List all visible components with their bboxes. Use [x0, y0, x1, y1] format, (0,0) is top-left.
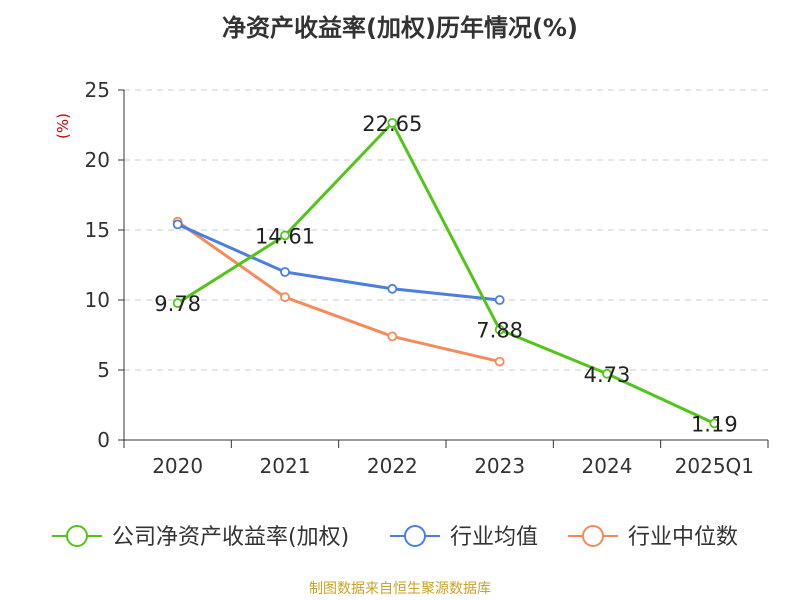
data-label: 7.88: [476, 319, 523, 343]
data-point-0: [387, 118, 398, 128]
x-tick-label: 2023: [474, 454, 525, 478]
source-note: 制图数据来自恒生聚源数据库: [309, 581, 491, 597]
legend-marker-0: [66, 525, 88, 547]
legend-label-2: 行业中位数: [628, 525, 738, 550]
x-tick-label: 2025Q1: [675, 454, 754, 478]
y-axis-label: (%): [54, 113, 72, 139]
data-point-1: [280, 267, 290, 277]
legend-label-0: 公司净资产收益率(加权): [112, 525, 349, 550]
data-label: 9.78: [154, 292, 201, 316]
data-point-1: [172, 219, 183, 230]
data-label: 14.61: [255, 224, 315, 248]
series-line-2: [176, 220, 501, 364]
y-tick-label: 15: [85, 218, 110, 242]
data-point-0: [172, 298, 183, 308]
chart-title: 净资产收益率(加权)历年情况(%): [222, 14, 578, 42]
data-label: 22.65: [362, 112, 422, 136]
x-tick-label: 2022: [367, 454, 418, 478]
data-point-2: [387, 331, 398, 342]
data-label: 1.19: [691, 412, 738, 436]
data-point-2: [280, 292, 290, 303]
data-point-2: [494, 356, 505, 367]
y-tick-label: 5: [97, 358, 110, 382]
data-point-1: [387, 283, 398, 294]
y-tick-label: 0: [97, 428, 110, 452]
x-tick-label: 2020: [152, 454, 203, 478]
data-point-0: [709, 418, 720, 429]
legend-label-1: 行业均值: [450, 525, 538, 550]
series-line-0: [176, 121, 715, 425]
series-line-1: [177, 223, 500, 302]
y-tick-label: 25: [85, 78, 110, 102]
data-label: 4.73: [584, 363, 631, 387]
x-tick-label: 2024: [582, 454, 633, 478]
y-tick-label: 10: [85, 288, 110, 312]
legend-marker-2: [582, 525, 604, 547]
y-tick-label: 20: [85, 148, 110, 172]
legend-marker-1: [404, 525, 426, 547]
data-point-0: [602, 368, 612, 379]
data-point-1: [494, 295, 505, 305]
data-point-0: [494, 324, 505, 335]
data-point-0: [280, 230, 290, 241]
x-tick-label: 2021: [260, 454, 311, 478]
